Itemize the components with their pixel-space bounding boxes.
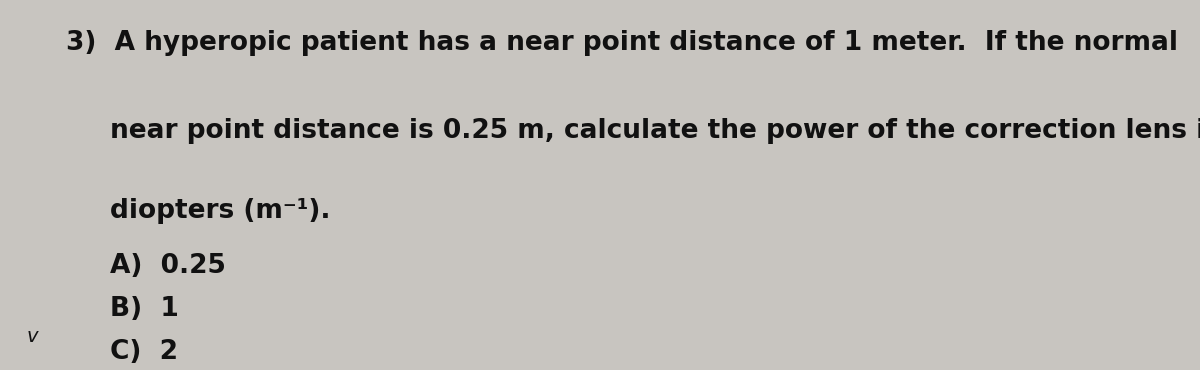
Text: B)  1: B) 1 xyxy=(110,296,179,322)
Text: C)  2: C) 2 xyxy=(110,339,179,364)
Text: v: v xyxy=(26,327,38,346)
Text: 3)  A hyperopic patient has a near point distance of 1 meter.  If the normal: 3) A hyperopic patient has a near point … xyxy=(66,30,1178,56)
Text: diopters (m⁻¹).: diopters (m⁻¹). xyxy=(110,198,331,224)
Text: near point distance is 0.25 m, calculate the power of the correction lens in: near point distance is 0.25 m, calculate… xyxy=(110,118,1200,144)
Text: A)  0.25: A) 0.25 xyxy=(110,253,227,279)
